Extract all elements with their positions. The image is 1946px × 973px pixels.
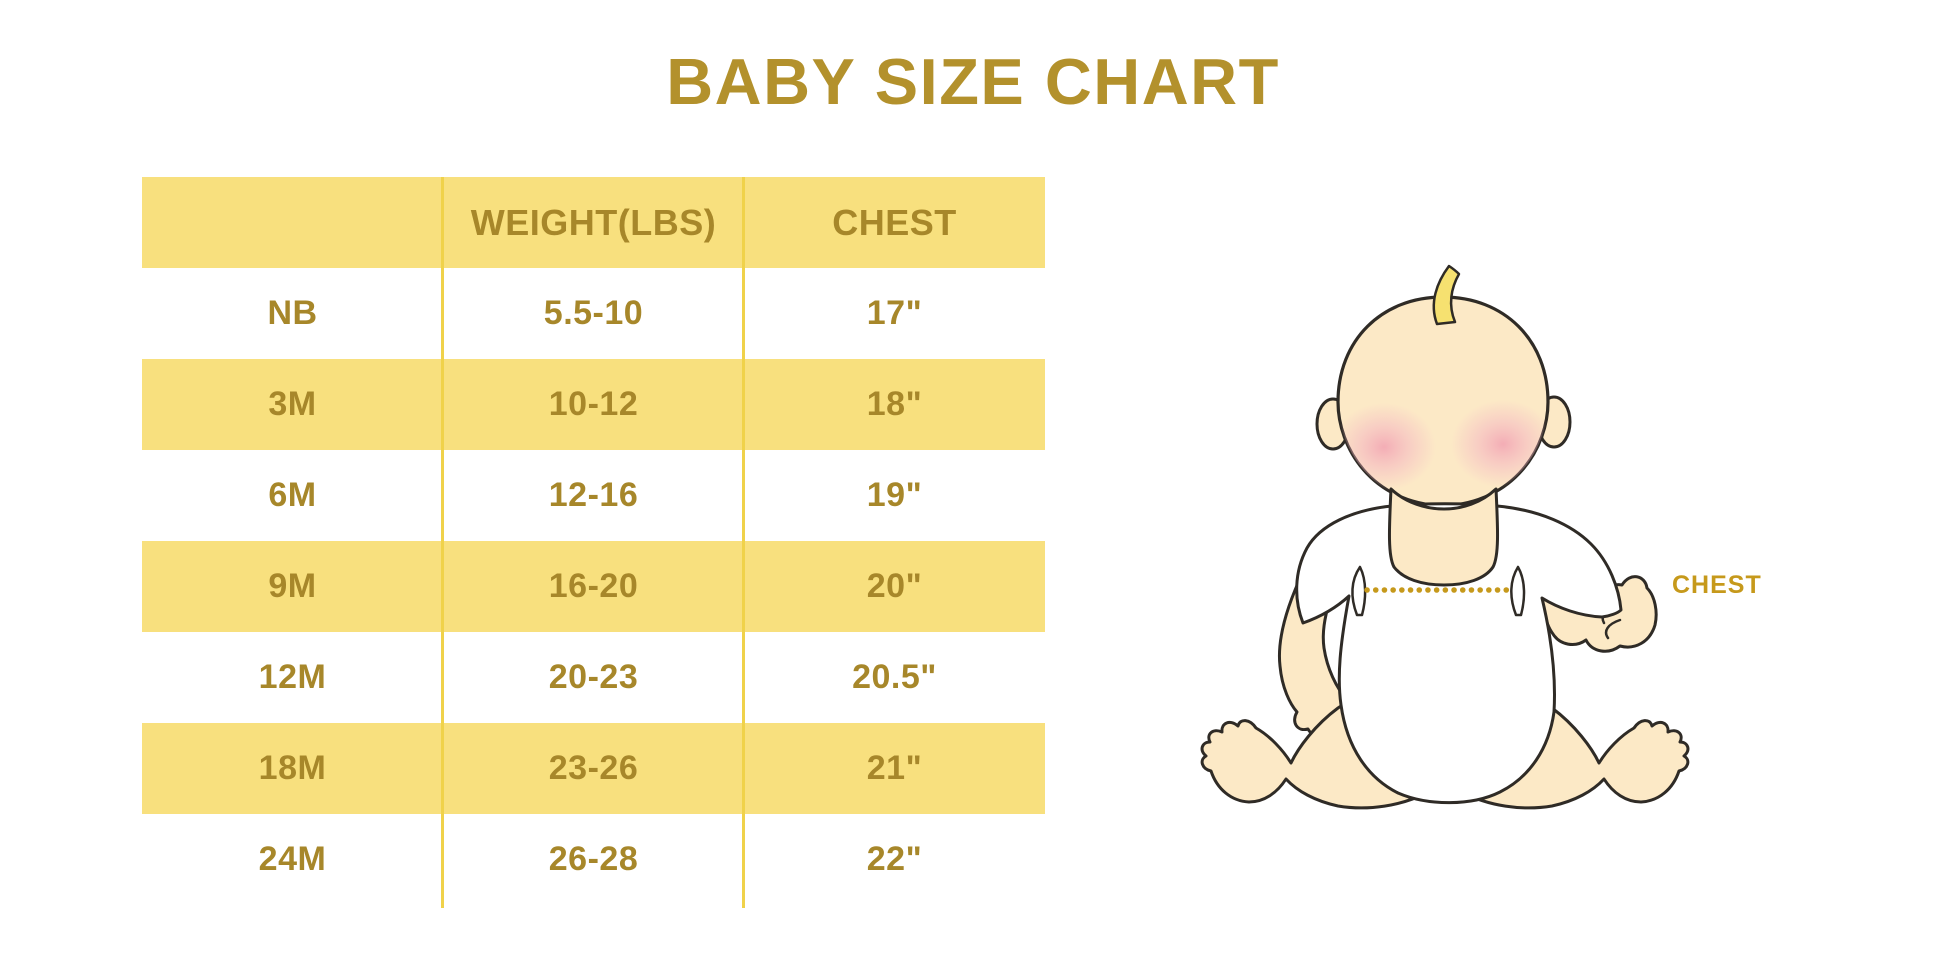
- weight-cell: 26-28: [548, 840, 639, 878]
- baby-shirt: [1295, 502, 1623, 805]
- table-row: 24M 26-28 22": [142, 814, 1045, 905]
- header-cell-chest: CHEST: [832, 201, 957, 243]
- baby-sleeve-crease-right: [1510, 565, 1526, 617]
- size-cell: 12M: [258, 658, 327, 696]
- table-header-row: WEIGHT(LBS) CHEST: [142, 177, 1045, 268]
- chest-measure-label: CHEST: [1672, 571, 1762, 599]
- chest-cell: 20.5": [852, 658, 937, 696]
- table-row: 9M 16-20 20": [142, 541, 1045, 632]
- weight-cell: 20-23: [548, 658, 639, 696]
- column-divider-line: [742, 177, 745, 908]
- chest-cell: 20": [866, 567, 923, 605]
- baby-sleeve-crease-left: [1351, 565, 1367, 617]
- table-row: NB 5.5-10 17": [142, 268, 1045, 359]
- weight-cell: 12-16: [548, 476, 639, 514]
- size-cell: 9M: [268, 567, 317, 605]
- size-cell: 6M: [268, 476, 317, 514]
- baby-hair-tuft: [1432, 264, 1461, 326]
- table-row: 6M 12-16 19": [142, 450, 1045, 541]
- header-cell-weight: WEIGHT(LBS): [470, 201, 717, 243]
- chest-cell: 17": [866, 294, 923, 332]
- weight-cell: 16-20: [548, 567, 639, 605]
- weight-cell: 10-12: [548, 385, 639, 423]
- weight-cell: 23-26: [548, 749, 639, 787]
- size-cell: NB: [267, 294, 318, 332]
- column-divider-line: [441, 177, 444, 908]
- size-cell: 24M: [258, 840, 327, 878]
- baby-illustration: [1200, 264, 1690, 810]
- table-row: 3M 10-12 18": [142, 359, 1045, 450]
- size-table: WEIGHT(LBS) CHEST NB 5.5-10 17" 3M 10-12…: [142, 177, 1045, 908]
- baby-neck-skin: [1387, 487, 1500, 587]
- chest-cell: 18": [866, 385, 923, 423]
- page-title: BABY SIZE CHART: [666, 45, 1280, 118]
- header-cell-size: [142, 177, 443, 268]
- chest-cell: 22": [866, 840, 923, 878]
- table-row: 18M 23-26 21": [142, 723, 1045, 814]
- size-cell: 18M: [258, 749, 327, 787]
- chest-cell: 21": [866, 749, 923, 787]
- weight-cell: 5.5-10: [543, 294, 644, 332]
- chest-cell: 19": [866, 476, 923, 514]
- size-cell: 3M: [268, 385, 317, 423]
- table-row: 12M 20-23 20.5": [142, 632, 1045, 723]
